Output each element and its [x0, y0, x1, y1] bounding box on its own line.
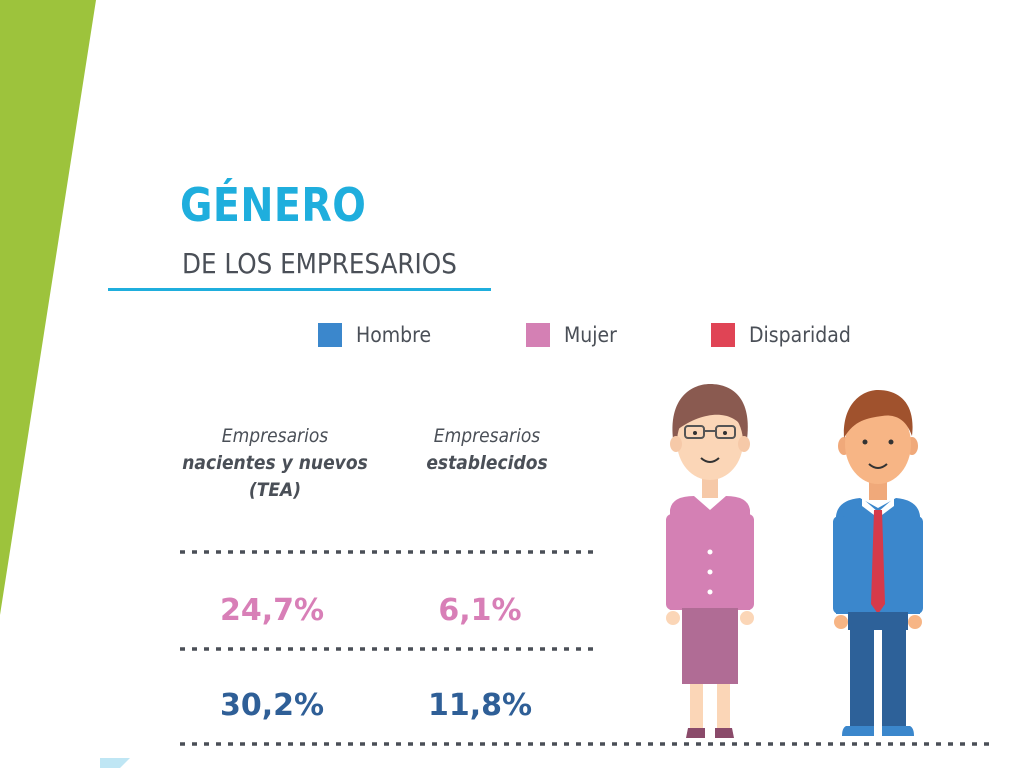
legend-swatch-hombre: [318, 323, 342, 347]
value-hombre-col1: 30,2%: [220, 688, 324, 723]
legend: Hombre Mujer Disparidad: [0, 323, 1024, 353]
bottom-arrow-icon: [100, 758, 130, 768]
legend-swatch-mujer: [526, 323, 550, 347]
value-mujer-col1: 24,7%: [220, 593, 324, 628]
legend-swatch-disparidad: [711, 323, 735, 347]
title-underline: [108, 288, 491, 291]
column-header-establecidos-line2: establecidos: [426, 452, 548, 474]
legend-item-mujer: Mujer: [526, 323, 623, 347]
column-header-tea: Empresarios nacientes y nuevos (TEA): [181, 423, 370, 504]
value-mujer-col2: 6,1%: [438, 593, 521, 628]
column-header-tea-line1: Empresarios: [221, 425, 329, 447]
column-header-tea-line3: (TEA): [248, 479, 302, 501]
woman-figure: [666, 384, 754, 738]
legend-label-hombre: Hombre: [356, 323, 432, 347]
column-header-establecidos-line1: Empresarios: [433, 425, 541, 447]
divider-dotted-2: [180, 647, 598, 651]
legend-item-hombre: Hombre: [318, 323, 440, 347]
column-header-tea-line2: nacientes y nuevos: [182, 452, 368, 474]
legend-label-disparidad: Disparidad: [749, 323, 851, 347]
page-title: GÉNERO: [180, 178, 367, 232]
legend-label-mujer: Mujer: [564, 323, 617, 347]
divider-dotted-1: [180, 550, 598, 554]
man-figure: [833, 390, 923, 736]
legend-item-disparidad: Disparidad: [711, 323, 862, 347]
column-header-establecidos: Empresarios establecidos: [393, 423, 582, 477]
page-subtitle: DE LOS EMPRESARIOS: [182, 247, 457, 280]
value-hombre-col2: 11,8%: [428, 688, 532, 723]
divider-dotted-3: [180, 742, 990, 746]
